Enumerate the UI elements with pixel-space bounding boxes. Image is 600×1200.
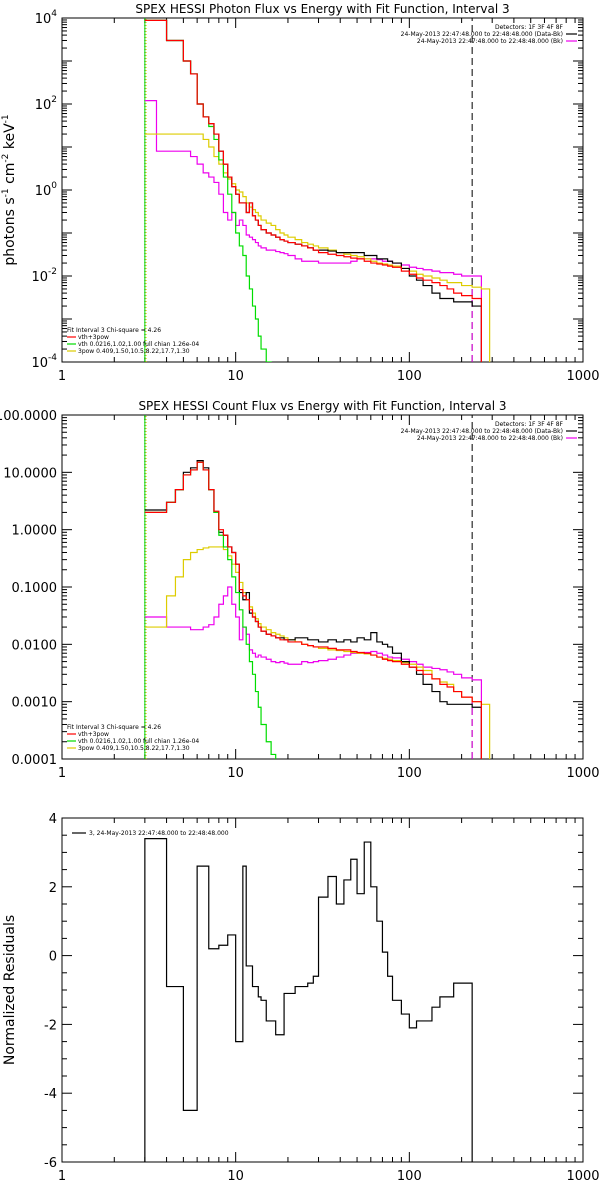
legend-entry: Detectors: 1F 3F 4F 8F	[495, 421, 564, 428]
y-tick-label: 0.0100	[12, 638, 58, 653]
series-group	[144, 18, 491, 362]
series-data	[144, 838, 473, 1162]
series-total	[144, 461, 482, 759]
x-tick-label: 1	[58, 369, 66, 384]
y-tick-label: 1.0000	[12, 524, 58, 539]
legend-entry: 3pow 0.409,1.50,10.5,8.22,17.7,1.30	[78, 348, 190, 355]
plot-frame	[61, 817, 584, 1163]
y-tick-label: 100	[35, 181, 58, 199]
y-tick-label: 100.0000	[0, 409, 57, 424]
y-axis-label: photons s-1 cm-2 keV-1	[1, 114, 18, 265]
plot-frame	[61, 414, 584, 760]
plot-frame	[61, 17, 584, 363]
y-axis: 10-4 10-2 100 102 104	[31, 9, 583, 371]
legend-entry: 24-May-2013 22:47:48.000 to 22:48:48.000…	[401, 31, 563, 38]
legend-top-left: 3, 24-May-2013 22:47:48.000 to 22:48:48.…	[72, 830, 229, 837]
x-axis: 1 10 100 1000	[58, 818, 600, 1184]
legend-entry: 3pow 0.409,1.50,10.5,8.22,17.7,1.30	[78, 745, 190, 752]
y-tick-label: 10-4	[31, 353, 57, 371]
y-tick-label: 2	[49, 881, 57, 896]
chart-title: SPEX HESSI Count Flux vs Energy with Fit…	[138, 399, 506, 413]
series-background	[144, 99, 482, 362]
legend-entry: vth 0.0216,1.02,1.00 full chian 1.26e-04	[78, 341, 199, 348]
y-axis: -6 -4 -2 0 2 4	[44, 812, 583, 1171]
legend-entry: Detectors: 1F 3F 4F 8F	[495, 24, 564, 31]
y-tick-label: -6	[44, 1156, 57, 1171]
chart-title: SPEX HESSI Photon Flux vs Energy with Fi…	[135, 2, 509, 16]
y-axis-label: Normalized Residuals	[2, 915, 18, 1065]
x-tick-label: 1000	[566, 369, 599, 384]
y-tick-label: 0.0010	[12, 696, 58, 711]
y-tick-label: 10.0000	[3, 466, 57, 481]
y-axis: 0.0001 0.0010 0.0100 0.1000 1.0000 10.0000 100…	[0, 409, 583, 768]
legend-entry: 24-May-2013 22:47:48.000 to 22:48:48.000…	[401, 428, 563, 435]
series-group	[144, 415, 491, 759]
x-tick-label: 1	[58, 1169, 66, 1184]
series-thermal	[144, 461, 277, 759]
legend-entry: Fit Interval 3 Chi-square = 4.26	[67, 724, 161, 731]
y-tick-label: 4	[49, 812, 57, 827]
x-tick-label: 100	[397, 1169, 422, 1184]
series-data	[144, 460, 482, 759]
panel-2: 1 10 100 1000 0.0001 0.0010 0.0100 0.1000 1.0000…	[0, 399, 600, 781]
x-tick-label: 1000	[566, 766, 599, 781]
legend-entry: vth 0.0216,1.02,1.00 full chian 1.26e-04	[78, 738, 199, 745]
y-tick-label: 10-2	[31, 267, 57, 285]
legend-entry: 24-May-2013 22:47:48.000 to 22:48:48.000…	[417, 435, 563, 442]
x-axis: 1 10 100 1000	[58, 18, 600, 384]
legend-entry: Fit Interval 3 Chi-square = 4.26	[67, 327, 161, 334]
legend-entry: vth+3pow	[78, 334, 109, 341]
series-nonthermal	[144, 133, 491, 362]
x-tick-label: 1	[58, 766, 66, 781]
legend-bottom: Fit Interval 3 Chi-square = 4.26vth+3pow…	[67, 724, 199, 752]
series-background	[144, 586, 482, 759]
x-tick-label: 100	[397, 766, 422, 781]
series-total	[144, 19, 482, 362]
legend-entry: 24-May-2013 22:47:48.000 to 22:48:48.000…	[417, 38, 563, 45]
x-tick-label: 100	[397, 369, 422, 384]
panel-1: 1 10 100 1000 10-4 10-2 100 102 104 SPEX HESSI Ph…	[1, 2, 600, 384]
x-axis: 1 10 100 1000	[58, 415, 600, 781]
x-tick-label: 10	[227, 766, 244, 781]
legend-entry: 3, 24-May-2013 22:47:48.000 to 22:48:48.…	[89, 830, 229, 837]
x-tick-label: 10	[227, 1169, 244, 1184]
x-tick-label: 1000	[566, 1169, 599, 1184]
y-tick-label: 0.1000	[12, 581, 58, 596]
y-tick-label: 0	[49, 950, 57, 965]
legend-entry: vth+3pow	[78, 731, 109, 738]
series-nonthermal	[144, 546, 491, 759]
y-tick-label: 0.0001	[12, 753, 58, 768]
x-tick-label: 10	[227, 369, 244, 384]
y-tick-label: 104	[35, 9, 58, 27]
panel-3: 1 10 100 1000 -6 -4 -2 0 2 4 Normalized Residuals 3…	[2, 812, 600, 1184]
y-tick-label: -4	[44, 1087, 57, 1102]
legend-bottom: Fit Interval 3 Chi-square = 4.26vth+3pow…	[67, 327, 199, 355]
series-group	[144, 838, 473, 1162]
y-tick-label: 102	[35, 95, 57, 113]
y-tick-label: -2	[44, 1018, 57, 1033]
